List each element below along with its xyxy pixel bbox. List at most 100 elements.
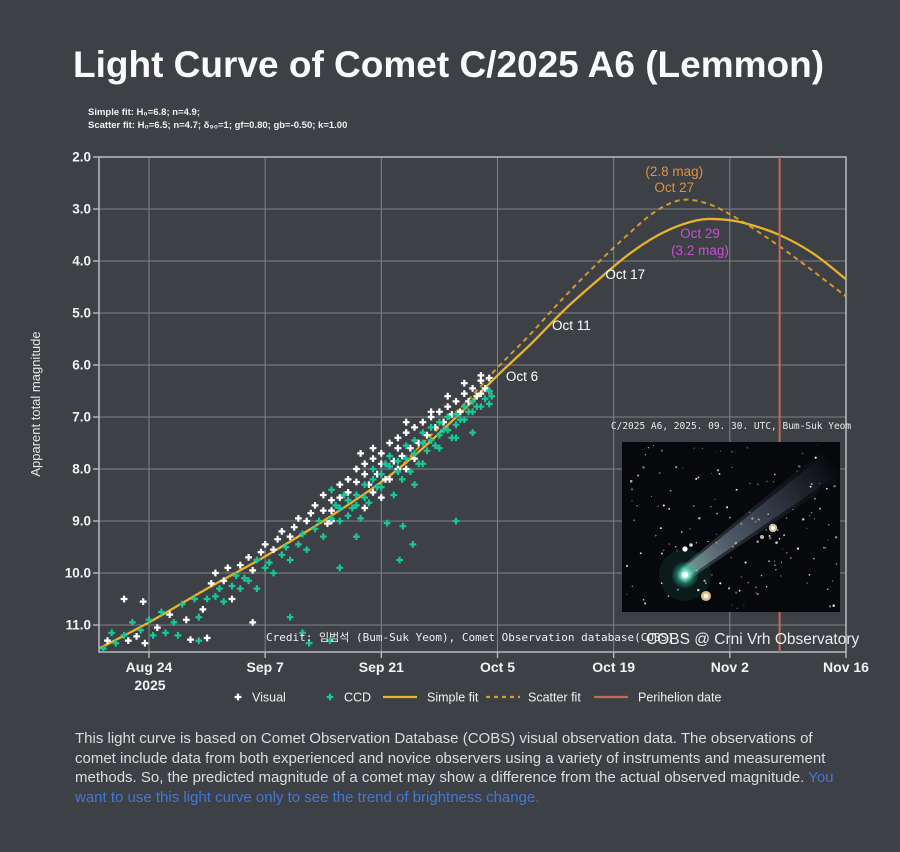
data-point <box>195 613 203 621</box>
data-point <box>488 392 496 400</box>
curve-annotation: Oct 6 <box>506 369 538 384</box>
data-point <box>133 633 140 640</box>
data-point <box>411 481 418 488</box>
data-point <box>141 639 149 647</box>
data-point <box>469 398 476 405</box>
data-point <box>377 470 385 478</box>
data-point <box>278 551 286 559</box>
data-point <box>245 577 252 585</box>
data-point <box>336 494 344 501</box>
y-tick-label: 2.0 <box>72 150 91 165</box>
y-tick-label: 10.0 <box>65 566 91 581</box>
data-point <box>245 554 252 561</box>
data-point <box>112 639 120 647</box>
data-point <box>477 372 485 379</box>
data-point <box>423 431 431 439</box>
data-point <box>328 515 335 522</box>
data-point <box>261 564 269 572</box>
comet-tail <box>682 454 839 577</box>
data-point <box>411 450 418 457</box>
data-point <box>234 693 242 701</box>
data-point <box>236 585 244 592</box>
data-point <box>398 452 406 460</box>
data-point <box>158 608 165 616</box>
data-point <box>431 442 439 449</box>
data-point <box>411 437 418 444</box>
data-point <box>104 637 111 644</box>
comet-photo-inset <box>622 442 841 612</box>
y-tick-label: 11.0 <box>65 618 91 633</box>
simple-fit-params: Simple fit: H₀=6.8; n=4.9; <box>88 107 200 118</box>
data-point <box>452 517 460 525</box>
data-point <box>311 525 319 533</box>
data-point <box>265 559 273 566</box>
y-tick-label: 6.0 <box>72 358 91 373</box>
data-point <box>336 504 344 512</box>
data-point <box>386 452 393 460</box>
data-point <box>295 541 302 548</box>
footnote-main: This light curve is based on Comet Obser… <box>75 730 826 786</box>
data-point <box>436 444 443 452</box>
x-tick-label: Oct 5 <box>480 659 515 675</box>
x-tick-label: Aug 24 <box>126 659 173 675</box>
data-point <box>303 546 311 553</box>
x-tick-label: Nov 2 <box>711 659 749 675</box>
data-point <box>286 613 294 621</box>
data-point <box>336 517 344 525</box>
data-point <box>444 403 452 410</box>
data-point <box>224 564 232 572</box>
data-point <box>274 535 281 543</box>
data-point <box>444 413 452 421</box>
data-point <box>203 595 211 603</box>
data-point <box>328 507 335 514</box>
data-point <box>361 470 369 478</box>
data-point <box>286 533 294 540</box>
data-point <box>326 693 334 701</box>
data-point <box>270 546 277 553</box>
data-point <box>390 491 398 499</box>
data-point <box>212 593 219 600</box>
data-point <box>469 408 476 416</box>
data-point <box>469 385 476 392</box>
data-point <box>257 548 265 556</box>
legend-label: Visual <box>252 691 286 705</box>
data-point <box>311 502 319 509</box>
data-point <box>305 639 313 647</box>
star <box>682 546 688 552</box>
data-point <box>319 507 327 514</box>
scatter-fit-params: Scatter fit: H₀=6.5; n=4.7; δ₉₀=1; gf=0.… <box>88 120 348 131</box>
data-point <box>344 512 352 520</box>
y-tick-label: 3.0 <box>72 202 91 217</box>
data-point <box>182 616 190 624</box>
data-point <box>452 398 460 405</box>
data-point <box>145 616 153 624</box>
data-point <box>187 636 194 643</box>
data-point <box>485 387 493 395</box>
data-point <box>357 515 364 522</box>
data-point <box>232 572 240 579</box>
data-point <box>411 424 418 431</box>
legend-label: Simple fit <box>427 691 479 705</box>
data-point <box>383 519 391 527</box>
data-point <box>129 619 136 626</box>
data-point <box>398 476 406 483</box>
data-point <box>120 595 128 603</box>
data-point <box>315 517 323 525</box>
bright-star-core <box>703 593 709 599</box>
data-point <box>253 585 261 592</box>
data-point <box>485 400 493 408</box>
data-point <box>139 598 147 605</box>
star <box>760 535 764 539</box>
curve-annotation: (3.2 mag) <box>671 243 729 258</box>
data-point <box>452 421 460 429</box>
data-point <box>382 460 389 468</box>
curve-annotation: Oct 17 <box>605 267 645 282</box>
data-point <box>228 582 236 590</box>
data-point <box>407 468 414 475</box>
comet-nucleus <box>682 572 688 578</box>
data-point <box>108 629 116 637</box>
y-tick-label: 5.0 <box>72 306 91 321</box>
data-point <box>207 580 215 587</box>
data-point <box>386 476 393 483</box>
